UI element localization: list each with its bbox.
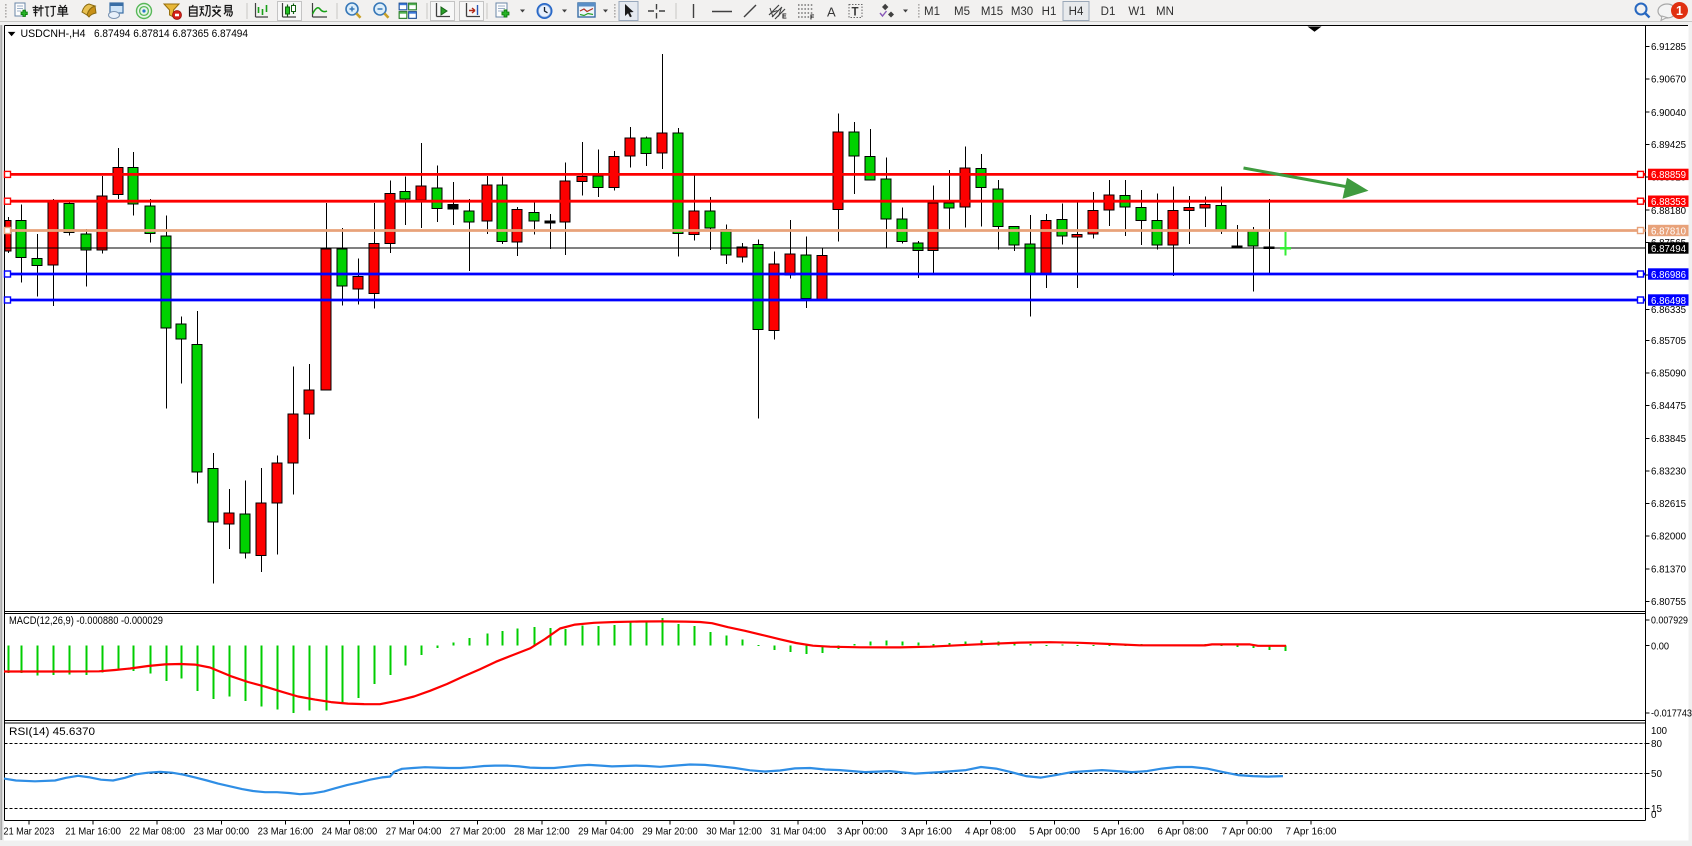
svg-text:30 Mar 12:00: 30 Mar 12:00 (706, 827, 762, 838)
svg-text:MACD(12,26,9) -0.000880 -0.000: MACD(12,26,9) -0.000880 -0.000029 (9, 615, 163, 627)
svg-text:5 Apr 16:00: 5 Apr 16:00 (1093, 827, 1144, 838)
svg-text:27 Mar 20:00: 27 Mar 20:00 (450, 827, 506, 838)
svg-text:6.88859: 6.88859 (1651, 170, 1686, 181)
svg-text:21 Mar 2023: 21 Mar 2023 (4, 827, 55, 838)
svg-text:6.90040: 6.90040 (1651, 108, 1686, 119)
svg-text:H1: H1 (1042, 6, 1057, 18)
svg-text:4 Apr 08:00: 4 Apr 08:00 (965, 827, 1016, 838)
svg-text:6 Apr 08:00: 6 Apr 08:00 (1157, 827, 1208, 838)
svg-text:6.80755: 6.80755 (1651, 597, 1686, 608)
svg-text:RSI(14) 45.6370: RSI(14) 45.6370 (9, 726, 95, 738)
svg-text:6.85090: 6.85090 (1651, 369, 1686, 380)
svg-text:6.83845: 6.83845 (1651, 434, 1686, 445)
svg-text:T: T (852, 7, 859, 19)
svg-text:7 Apr 00:00: 7 Apr 00:00 (1221, 827, 1272, 838)
svg-text:22 Mar 08:00: 22 Mar 08:00 (129, 827, 185, 838)
svg-text:M5: M5 (954, 6, 970, 18)
svg-text:6.83230: 6.83230 (1651, 467, 1686, 478)
svg-text:D1: D1 (1101, 6, 1116, 18)
svg-text:6.81370: 6.81370 (1651, 565, 1686, 576)
svg-text:F: F (810, 15, 815, 22)
svg-text:0.00: 0.00 (1651, 641, 1669, 652)
svg-text:6.84475: 6.84475 (1651, 401, 1686, 412)
svg-text:6.89425: 6.89425 (1651, 140, 1686, 151)
svg-text:MN: MN (1156, 6, 1174, 18)
svg-text:0.007929: 0.007929 (1651, 615, 1688, 626)
svg-text:H4: H4 (1069, 6, 1084, 18)
svg-text:E: E (782, 14, 787, 21)
svg-text:31 Mar 04:00: 31 Mar 04:00 (770, 827, 826, 838)
svg-text:6.87494 6.87814 6.87365 6.8749: 6.87494 6.87814 6.87365 6.87494 (94, 28, 248, 40)
svg-text:23 Mar 00:00: 23 Mar 00:00 (194, 827, 250, 838)
svg-text:6.87810: 6.87810 (1651, 226, 1686, 237)
svg-text:21 Mar 16:00: 21 Mar 16:00 (65, 827, 121, 838)
svg-text:24 Mar 08:00: 24 Mar 08:00 (322, 827, 378, 838)
svg-text:50: 50 (1651, 769, 1662, 780)
svg-text:M1: M1 (924, 6, 940, 18)
svg-text:A: A (827, 5, 836, 20)
svg-text:USDCNH-,H4: USDCNH-,H4 (21, 28, 86, 40)
svg-text:6.88353: 6.88353 (1651, 197, 1686, 208)
svg-text:5 Apr 00:00: 5 Apr 00:00 (1029, 827, 1080, 838)
svg-text:3 Apr 16:00: 3 Apr 16:00 (901, 827, 952, 838)
svg-text:6.90670: 6.90670 (1651, 75, 1686, 86)
svg-text:15: 15 (1651, 804, 1662, 815)
svg-text:6.87494: 6.87494 (1651, 244, 1686, 255)
svg-text:29 Mar 04:00: 29 Mar 04:00 (578, 827, 634, 838)
svg-text:6.82615: 6.82615 (1651, 499, 1686, 510)
svg-text:7 Apr 16:00: 7 Apr 16:00 (1286, 827, 1337, 838)
svg-text:27 Mar 04:00: 27 Mar 04:00 (386, 827, 442, 838)
svg-text:29 Mar 20:00: 29 Mar 20:00 (642, 827, 698, 838)
svg-text:28 Mar 12:00: 28 Mar 12:00 (514, 827, 570, 838)
svg-text:23 Mar 16:00: 23 Mar 16:00 (258, 827, 314, 838)
svg-text:1: 1 (1676, 4, 1683, 18)
svg-text:100: 100 (1651, 726, 1667, 737)
svg-text:W1: W1 (1128, 6, 1145, 18)
svg-text:6.88180: 6.88180 (1651, 206, 1686, 217)
svg-text:3 Apr 00:00: 3 Apr 00:00 (837, 827, 888, 838)
svg-text:6.86335: 6.86335 (1651, 305, 1686, 316)
svg-text:6.86498: 6.86498 (1651, 296, 1686, 307)
svg-text:6.86986: 6.86986 (1651, 270, 1686, 281)
svg-text:6.82000: 6.82000 (1651, 531, 1686, 542)
svg-text:6.91285: 6.91285 (1651, 42, 1686, 53)
svg-text:6.85705: 6.85705 (1651, 336, 1686, 347)
svg-text:M30: M30 (1011, 6, 1033, 18)
svg-text:-0.017743: -0.017743 (1651, 708, 1692, 719)
svg-text:80: 80 (1651, 739, 1662, 750)
svg-text:0: 0 (1651, 810, 1657, 821)
svg-text:M15: M15 (981, 6, 1003, 18)
